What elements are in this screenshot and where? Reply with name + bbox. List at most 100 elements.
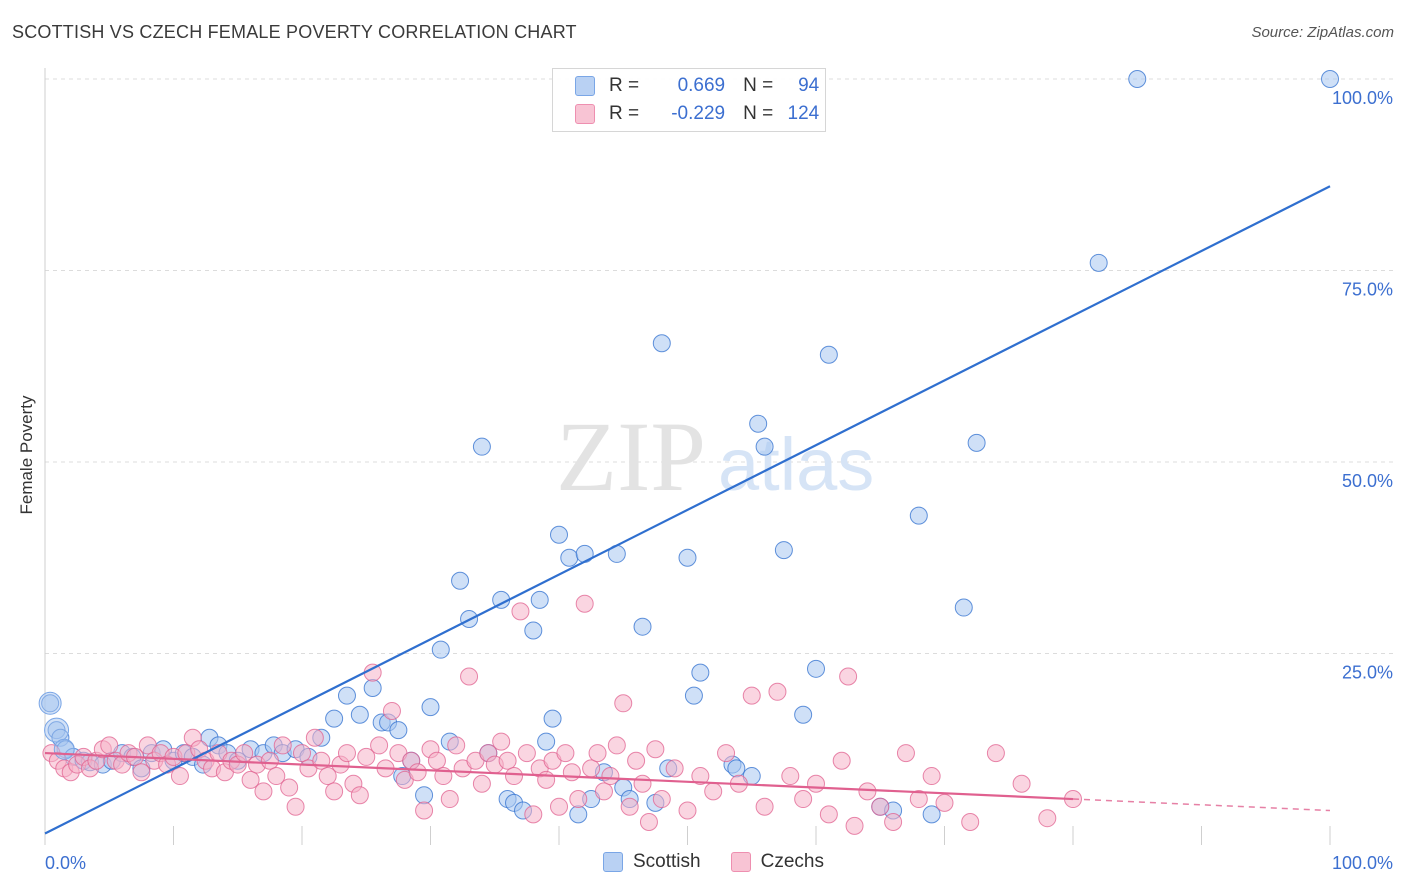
point-czechs: [440, 790, 459, 809]
watermark-zip: ZIP: [556, 401, 706, 512]
point-scottish: [922, 805, 941, 824]
point-czechs: [293, 744, 311, 763]
legend-row-czechs: R = -0.229 N = 124: [575, 102, 819, 126]
point-scottish: [909, 506, 928, 525]
point-scottish: [337, 686, 356, 705]
point-scottish: [560, 548, 579, 567]
point-scottish: [774, 541, 793, 560]
legend-item-scottish[interactable]: Scottish: [603, 851, 701, 873]
point-czechs: [370, 736, 389, 755]
point-scottish: [1128, 70, 1147, 88]
stats-legend: R = 0.669 N = 94 R = -0.229 N = 124: [552, 68, 826, 132]
point-scottish: [678, 548, 697, 567]
legend-n-value-czechs: 124: [787, 103, 820, 124]
legend-swatch-scottish: [603, 852, 623, 872]
point-scottish: [652, 334, 671, 353]
y-tick-label: 100.0%: [1332, 88, 1393, 108]
legend-n-label: N =: [743, 103, 774, 124]
point-czechs: [305, 728, 324, 747]
point-scottish: [524, 621, 543, 640]
y-tick-label: 25.0%: [1342, 663, 1393, 683]
legend-swatch-scottish: [575, 76, 595, 96]
point-czechs: [267, 767, 286, 786]
point-czechs: [871, 797, 890, 816]
point-czechs: [460, 667, 479, 686]
trend-line-extension-czechs: [1072, 798, 1331, 812]
point-scottish: [967, 433, 986, 452]
point-czechs: [582, 759, 601, 778]
point-czechs: [614, 694, 633, 713]
point-czechs: [382, 701, 401, 720]
legend-label-scottish: Scottish: [633, 851, 701, 872]
point-scottish-large: [38, 691, 62, 715]
trend-lines: [44, 185, 1331, 835]
point-scottish: [819, 345, 838, 364]
point-czechs: [601, 767, 620, 786]
point-scottish-large: [44, 717, 70, 743]
point-czechs: [961, 813, 980, 832]
legend-n-value-scottish: 94: [798, 75, 820, 96]
point-scottish: [1321, 70, 1339, 88]
point-czechs: [678, 801, 697, 820]
point-scottish: [530, 590, 549, 609]
trend-line-scottish: [44, 185, 1331, 835]
gridlines: [45, 78, 1395, 654]
point-scottish: [350, 705, 369, 724]
watermark-atlas: atlas: [718, 423, 874, 506]
point-czechs: [524, 805, 543, 824]
point-czechs: [819, 805, 838, 824]
point-czechs: [922, 767, 941, 786]
point-czechs: [588, 744, 607, 763]
point-czechs: [569, 790, 588, 809]
point-czechs: [832, 751, 851, 770]
point-scottish: [794, 705, 813, 724]
point-czechs: [408, 763, 427, 782]
point-czechs: [318, 767, 337, 786]
point-czechs: [909, 790, 928, 809]
point-czechs: [768, 682, 787, 701]
point-czechs: [755, 797, 774, 816]
point-scottish: [389, 721, 408, 740]
legend-label-czechs: Czechs: [760, 851, 824, 872]
point-scottish: [550, 525, 568, 544]
point-czechs: [607, 736, 626, 755]
point-scottish: [755, 437, 774, 456]
point-czechs: [1038, 809, 1057, 828]
point-czechs: [781, 767, 800, 786]
point-czechs: [492, 732, 511, 751]
point-czechs: [427, 751, 446, 770]
legend-r-value-scottish: 0.669: [677, 75, 726, 96]
point-czechs: [260, 751, 279, 770]
point-scottish: [472, 437, 491, 456]
point-czechs: [556, 744, 575, 763]
y-tick-label: 50.0%: [1342, 471, 1393, 491]
tick-labels: 25.0% 50.0% 75.0% 100.0% 0.0% 100.0%: [45, 88, 1393, 873]
point-scottish: [325, 709, 344, 728]
point-czechs: [350, 786, 369, 805]
point-scottish: [569, 805, 588, 824]
point-scottish: [727, 759, 746, 778]
point-scottish: [807, 659, 825, 678]
point-czechs: [935, 793, 954, 812]
legend-item-czechs[interactable]: Czechs: [730, 851, 824, 873]
point-czechs: [665, 759, 684, 778]
point-czechs: [273, 736, 292, 755]
source-label: Source: ZipAtlas.com: [1251, 24, 1394, 41]
point-scottish: [954, 598, 973, 617]
legend-r-label: R =: [609, 75, 640, 96]
x-tick-label: 0.0%: [45, 853, 86, 873]
point-czechs: [447, 736, 466, 755]
trend-line-czechs: [44, 751, 1074, 801]
point-czechs: [1012, 774, 1031, 793]
point-czechs: [254, 782, 273, 801]
point-scottish: [421, 698, 440, 717]
point-czechs: [550, 797, 568, 816]
point-czechs: [704, 782, 723, 801]
point-czechs: [511, 602, 530, 621]
point-czechs: [794, 790, 813, 809]
axes: [44, 68, 1331, 845]
point-czechs: [575, 594, 594, 613]
legend-row-scottish: R = 0.669 N = 94: [575, 74, 819, 98]
series-legend: Scottish Czechs: [603, 851, 854, 873]
point-czechs: [646, 740, 665, 759]
